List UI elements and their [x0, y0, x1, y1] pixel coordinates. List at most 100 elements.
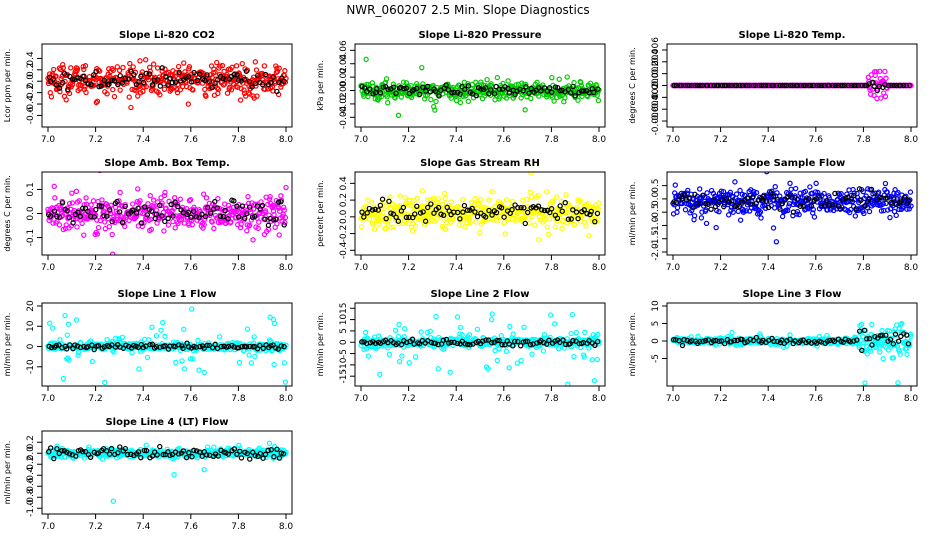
data-point: [251, 334, 257, 340]
data-point: [887, 214, 893, 221]
data-point: [774, 190, 780, 196]
x-tick-label: 8.0: [592, 135, 607, 145]
y-tick-label: -0.6: [26, 477, 36, 495]
data-point: [175, 63, 182, 70]
data-point: [135, 205, 141, 211]
data-point: [747, 201, 754, 207]
data-point: [376, 221, 382, 227]
data-point: [861, 327, 868, 334]
data-point: [134, 210, 140, 216]
data-point: [188, 214, 194, 221]
data-point: [735, 208, 742, 215]
data-point: [409, 336, 416, 342]
data-point: [371, 226, 378, 232]
data-point: [384, 99, 391, 106]
data-point: [89, 358, 96, 365]
x-tick-label: 7.2: [713, 135, 727, 145]
data-point: [575, 97, 581, 103]
data-point: [369, 80, 376, 86]
data-point: [448, 95, 455, 101]
data-point: [135, 344, 142, 351]
panel-title: Slope Line 1 Flow: [118, 289, 217, 300]
data-point: [140, 344, 146, 351]
data-point: [393, 90, 399, 96]
data-point: [370, 221, 376, 227]
data-point: [771, 82, 777, 89]
data-point: [274, 65, 280, 72]
data-point: [750, 82, 757, 89]
data-point: [845, 82, 851, 89]
data-point: [880, 356, 886, 362]
data-point: [428, 201, 434, 207]
data-point: [162, 333, 168, 340]
data-point: [570, 83, 576, 90]
x-tick-label: 7.4: [761, 263, 776, 273]
data-point: [871, 92, 877, 99]
data-point: [887, 161, 891, 165]
data-point: [246, 222, 253, 228]
data-point: [512, 202, 518, 208]
x-tick-label: 7.8: [856, 263, 871, 273]
data-point: [478, 86, 484, 92]
data-point: [430, 195, 436, 202]
data-point: [816, 194, 823, 200]
data-point: [467, 219, 473, 226]
data-point: [760, 193, 767, 200]
data-point: [682, 207, 689, 213]
data-point: [396, 358, 403, 365]
data-point: [506, 92, 512, 99]
data-point: [433, 215, 440, 222]
data-point: [252, 78, 258, 84]
x-tick-label: 7.6: [184, 135, 199, 145]
data-point: [363, 56, 369, 63]
y-tick-label: 5: [651, 321, 661, 327]
data-point: [172, 79, 179, 86]
data-point: [76, 198, 82, 204]
panel-4: Slope Amb. Box Temp.degrees C per min. -0…: [3, 158, 293, 273]
y-tick-label: 5: [339, 328, 349, 334]
data-point: [859, 347, 865, 354]
data-point: [588, 208, 594, 215]
data-point: [122, 203, 128, 210]
data-point: [53, 342, 59, 349]
data-point: [147, 68, 153, 75]
data-point: [145, 200, 151, 207]
data-point: [221, 68, 227, 75]
x-tick-label: 7.6: [184, 263, 199, 273]
data-point: [359, 209, 365, 215]
data-point: [254, 93, 260, 99]
data-point: [764, 172, 770, 175]
y-tick-label: 0: [651, 338, 661, 344]
data-point: [417, 91, 423, 97]
data-point: [528, 95, 534, 102]
y-tick-label: 0.000: [651, 72, 661, 98]
data-point: [129, 350, 135, 356]
data-point: [126, 94, 132, 100]
data-point: [48, 344, 55, 351]
data-point: [689, 207, 695, 214]
data-point: [496, 337, 502, 344]
data-point: [91, 72, 97, 78]
data-point: [887, 336, 894, 343]
data-point: [506, 365, 512, 371]
data-point: [723, 82, 729, 89]
data-point: [94, 217, 100, 223]
data-point: [151, 203, 157, 209]
data-point: [674, 204, 681, 211]
data-point: [697, 200, 703, 207]
data-point: [540, 348, 547, 354]
data-point: [571, 353, 577, 360]
data-point: [244, 228, 250, 234]
data-point: [77, 213, 83, 220]
data-point: [129, 207, 136, 213]
data-point: [209, 84, 215, 91]
data-point: [524, 209, 531, 216]
y-tick-label: -2.0: [651, 243, 661, 261]
data-point: [546, 337, 552, 344]
data-point: [81, 232, 87, 238]
data-point: [486, 207, 492, 214]
data-point: [816, 82, 822, 89]
data-point: [744, 202, 751, 208]
